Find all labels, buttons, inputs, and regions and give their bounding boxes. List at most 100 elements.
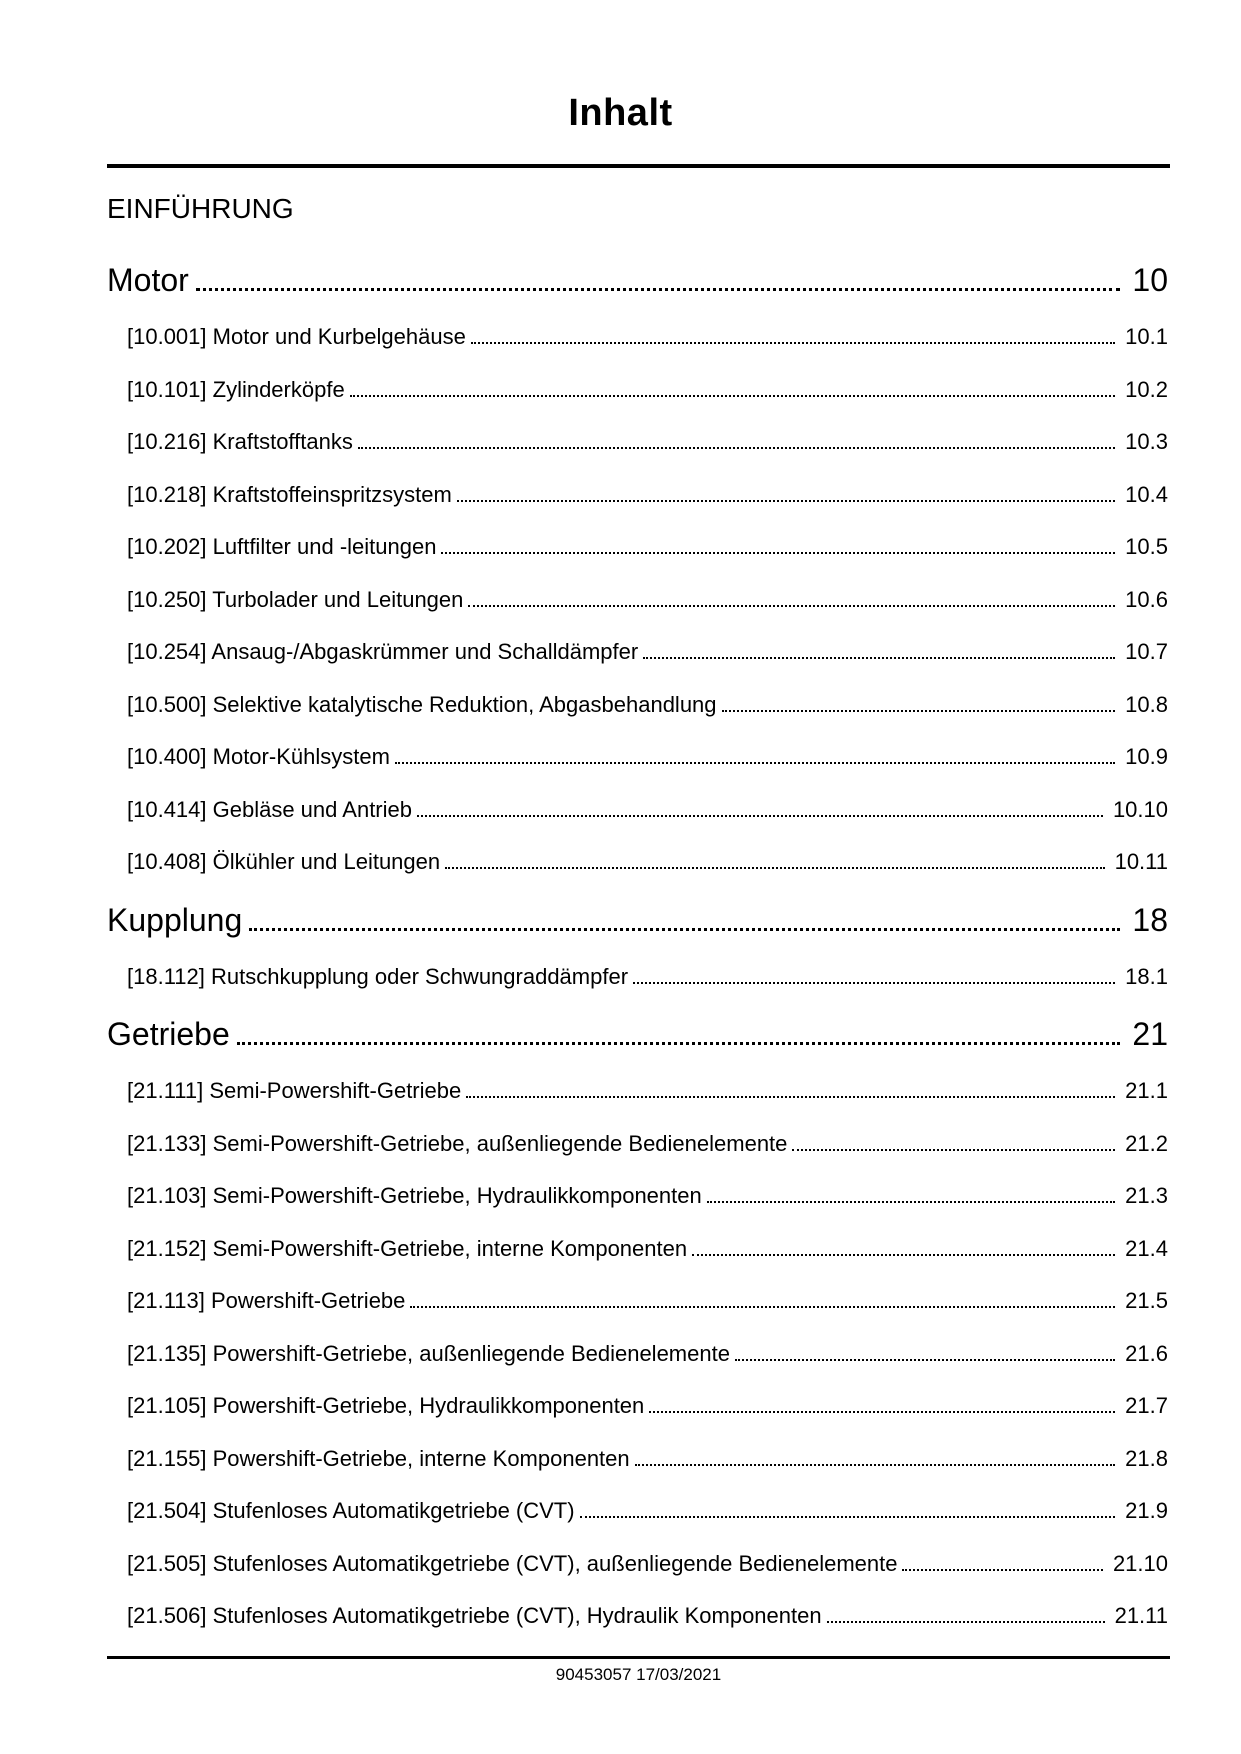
- toc-section-row: Getriebe 21: [107, 1003, 1168, 1065]
- page-number: 10.6: [1125, 586, 1168, 612]
- toc-entry-row: [21.135] Powershift-Getriebe, außenliege…: [107, 1328, 1168, 1381]
- toc-entry-row: [21.103] Semi-Powershift-Getriebe, Hydra…: [107, 1170, 1168, 1223]
- page-number: 18.1: [1125, 963, 1168, 989]
- dot-leader: [706, 1201, 1116, 1203]
- toc-label: Motor: [107, 262, 189, 298]
- toc-label: [18.112] Rutschkupplung oder Schwungradd…: [127, 963, 629, 989]
- toc-section-row: Motor 10: [107, 249, 1168, 311]
- toc-label: [21.505] Stufenloses Automatikgetriebe (…: [127, 1550, 898, 1576]
- page-number: 10.3: [1125, 429, 1168, 454]
- dot-leader: [792, 1148, 1116, 1151]
- dot-leader: [236, 1042, 1121, 1045]
- header-divider: [107, 164, 1170, 168]
- page-number: 21.6: [1125, 1340, 1168, 1366]
- dot-leader: [249, 927, 1121, 931]
- page-number: 21.1: [1125, 1078, 1168, 1103]
- toc-label: [10.408] Ölkühler und Leitungen: [127, 849, 441, 874]
- dot-leader: [633, 981, 1116, 984]
- page-number: 21.11: [1114, 1603, 1168, 1628]
- toc-entry-row: [10.400] Motor-Kühlsystem 10.9: [107, 731, 1168, 784]
- dot-leader: [195, 288, 1121, 291]
- page-number: 10.8: [1125, 691, 1168, 717]
- dot-leader: [417, 814, 1103, 817]
- dot-leader: [721, 709, 1116, 712]
- toc-entry-row: [21.105] Powershift-Getriebe, Hydraulikk…: [107, 1380, 1168, 1433]
- dot-leader: [357, 447, 1116, 449]
- dot-leader: [826, 1621, 1105, 1623]
- toc-label: [10.216] Kraftstofftanks: [127, 429, 353, 454]
- toc-label: [21.111] Semi-Powershift-Getriebe: [127, 1078, 462, 1103]
- toc-entry-row: [21.504] Stufenloses Automatikgetriebe (…: [107, 1485, 1168, 1538]
- toc-label: [10.218] Kraftstoffeinspritzsystem: [127, 481, 452, 507]
- page-number: 21.7: [1125, 1393, 1168, 1418]
- page-number: 21.5: [1125, 1288, 1168, 1313]
- page-number: 10.11: [1114, 849, 1168, 874]
- toc-label: [21.103] Semi-Powershift-Getriebe, Hydra…: [127, 1183, 702, 1208]
- dot-leader: [643, 657, 1116, 659]
- page-number: 10.4: [1125, 481, 1168, 507]
- toc-entry-row: [21.152] Semi-Powershift-Getriebe, inter…: [107, 1223, 1168, 1276]
- toc-label: [21.152] Semi-Powershift-Getriebe, inter…: [127, 1235, 688, 1261]
- dot-leader: [349, 394, 1116, 397]
- dot-leader: [468, 604, 1116, 607]
- page-number: 21.2: [1125, 1130, 1168, 1156]
- footer-text: 90453057 17/03/2021: [555, 1665, 722, 1684]
- toc-entry-row: [10.218] Kraftstoffeinspritzsystem 10.4: [107, 469, 1168, 522]
- toc-label: [21.133] Semi-Powershift-Getriebe, außen…: [127, 1130, 788, 1156]
- toc-label: [10.101] Zylinderköpfe: [127, 376, 345, 402]
- page-number: 10.7: [1125, 639, 1168, 664]
- toc-entry-row: [21.111] Semi-Powershift-Getriebe 21.1: [107, 1065, 1168, 1118]
- intro-heading: EINFÜHRUNG: [107, 193, 294, 224]
- page-number: 10.9: [1125, 744, 1168, 769]
- dot-leader: [902, 1568, 1103, 1571]
- page-number: 21.9: [1125, 1498, 1168, 1523]
- toc-entry-row: [21.113] Powershift-Getriebe 21.5: [107, 1275, 1168, 1328]
- dot-leader: [456, 499, 1116, 502]
- toc-label: [10.250] Turbolader und Leitungen: [127, 586, 464, 612]
- toc-label: [10.414] Gebläse und Antrieb: [127, 796, 412, 822]
- dot-leader: [734, 1358, 1116, 1361]
- page-number: 10.10: [1112, 796, 1168, 822]
- toc-label: [21.504] Stufenloses Automatikgetriebe (…: [127, 1498, 575, 1523]
- toc-label: [10.001] Motor und Kurbelgehäuse: [127, 324, 466, 349]
- dot-leader: [394, 762, 1116, 764]
- dot-leader: [445, 867, 1105, 869]
- footer-divider: [107, 1656, 1170, 1659]
- toc-entry-row: [10.101] Zylinderköpfe 10.2: [107, 364, 1168, 417]
- toc-label: [21.105] Powershift-Getriebe, Hydraulikk…: [127, 1393, 645, 1418]
- toc-entry-row: [10.202] Luftfilter und -leitungen 10.5: [107, 521, 1168, 574]
- page-number: 10.2: [1125, 376, 1168, 402]
- toc-entry-row: [10.500] Selektive katalytische Reduktio…: [107, 679, 1168, 732]
- toc-label: [21.135] Powershift-Getriebe, außenliege…: [127, 1340, 730, 1366]
- page-footer: 90453057 17/03/2021: [107, 1656, 1170, 1685]
- dot-leader: [466, 1096, 1116, 1098]
- dot-leader: [410, 1306, 1116, 1308]
- toc-label: [10.202] Luftfilter und -leitungen: [127, 534, 437, 559]
- toc-entry-row: [21.155] Powershift-Getriebe, interne Ko…: [107, 1433, 1168, 1486]
- toc-entry-row: [10.414] Gebläse und Antrieb 10.10: [107, 784, 1168, 837]
- dot-leader: [649, 1411, 1116, 1413]
- toc-entry-row: [21.506] Stufenloses Automatikgetriebe (…: [107, 1590, 1168, 1643]
- page-number: 18: [1132, 901, 1168, 938]
- page-number: 10.5: [1125, 534, 1168, 559]
- dot-leader: [692, 1253, 1116, 1256]
- dot-leader: [634, 1463, 1116, 1466]
- toc-entry-row: [21.505] Stufenloses Automatikgetriebe (…: [107, 1538, 1168, 1591]
- page-title: Inhalt: [568, 92, 673, 134]
- dot-leader: [441, 552, 1116, 554]
- page-number: 10.1: [1125, 324, 1168, 349]
- dot-leader: [470, 342, 1116, 344]
- page-number: 10: [1132, 262, 1168, 298]
- dot-leader: [579, 1516, 1116, 1518]
- toc-list: Motor 10 [10.001] Motor und Kurbelgehäuse 1…: [107, 249, 1168, 1643]
- toc-label: [21.506] Stufenloses Automatikgetriebe (…: [127, 1603, 822, 1628]
- toc-entry-row: [18.112] Rutschkupplung oder Schwungradd…: [107, 951, 1168, 1004]
- toc-label: Kupplung: [107, 901, 243, 938]
- toc-label: Getriebe: [107, 1016, 230, 1052]
- toc-section-row: Kupplung 18: [107, 889, 1168, 951]
- toc-label: [10.500] Selektive katalytische Reduktio…: [127, 691, 717, 717]
- toc-entry-row: [10.216] Kraftstofftanks 10.3: [107, 416, 1168, 469]
- toc-entry-row: [10.254] Ansaug-/Abgaskrümmer und Schall…: [107, 626, 1168, 679]
- toc-entry-row: [21.133] Semi-Powershift-Getriebe, außen…: [107, 1118, 1168, 1171]
